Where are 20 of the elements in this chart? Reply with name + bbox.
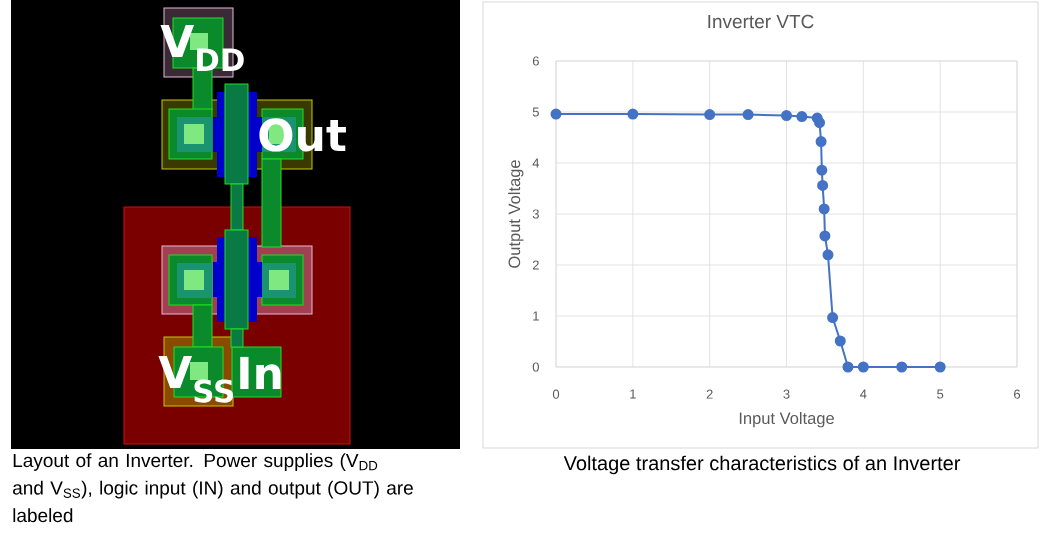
y-tick-label: 2 <box>532 260 539 270</box>
y-tick-label: 5 <box>532 107 539 117</box>
y-tick-label: 0 <box>532 362 539 372</box>
x-axis-title: Input Voltage <box>739 411 834 428</box>
y-tick-label: 6 <box>532 56 539 66</box>
text: Layout of an Inverter. Power supplies (V$_{DD}$ and V$_{SS}$), logic input (IN) and output (OUT) are labeled <box>13 453 413 523</box>
x-tick-label: 0 <box>552 389 560 399</box>
x-tick-label: 3 <box>783 389 790 399</box>
text: In <box>240 356 281 389</box>
y-tick-label: 3 <box>532 209 539 219</box>
y-axis-title: Output Voltage <box>508 160 524 268</box>
x-tick-label: 4 <box>860 389 867 399</box>
x-tick-label: 6 <box>1014 389 1021 399</box>
x-tick-label: 5 <box>937 389 944 399</box>
text: Voltage transfer characteristics of an Inverter <box>563 455 961 475</box>
x-tick-label: 2 <box>706 389 713 399</box>
chart-title: Inverter VTC <box>708 14 814 29</box>
y-tick-label: 4 <box>532 158 540 168</box>
x-tick-label: 1 <box>630 389 636 399</box>
y-tick-label: 1 <box>533 311 539 321</box>
